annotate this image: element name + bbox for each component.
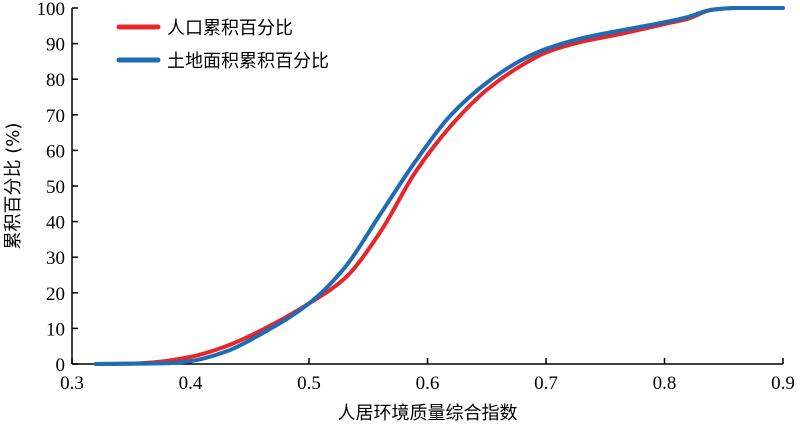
x-tick-label: 0.9 xyxy=(771,373,795,394)
y-axis-title: 累积百分比 (%) xyxy=(3,123,24,250)
x-tick-label: 0.4 xyxy=(179,373,203,394)
series-layer xyxy=(93,5,785,366)
y-tick-label: 90 xyxy=(46,35,65,56)
y-axis-ticks: 0 10 20 30 40 50 60 70 80 90 100 xyxy=(37,0,78,376)
x-axis-title: 人居环境质量综合指数 xyxy=(338,403,518,424)
x-tick-label: 0.7 xyxy=(534,373,558,394)
y-tick-label: 40 xyxy=(46,213,65,234)
y-tick-label: 10 xyxy=(46,319,65,340)
x-tick-label: 0.3 xyxy=(60,373,84,394)
y-tick-label: 100 xyxy=(37,0,66,20)
legend-label-1: 人口累积百分比 xyxy=(167,18,293,39)
legend-label-2: 土地面积累积百分比 xyxy=(167,51,329,72)
series-line-2 xyxy=(93,5,785,366)
x-tick-label: 0.5 xyxy=(297,373,321,394)
x-axis-ticks: 0.3 0.4 0.5 0.6 0.7 0.8 0.9 xyxy=(60,358,795,394)
y-tick-label: 50 xyxy=(46,177,65,198)
y-tick-label: 80 xyxy=(46,70,65,91)
y-tick-label: 70 xyxy=(46,106,65,127)
x-tick-label: 0.8 xyxy=(653,373,677,394)
y-tick-label: 30 xyxy=(46,248,65,269)
y-tick-label: 60 xyxy=(46,141,65,162)
y-tick-label: 0 xyxy=(56,355,66,376)
x-tick-label: 0.6 xyxy=(416,373,440,394)
y-tick-label: 20 xyxy=(46,284,65,305)
